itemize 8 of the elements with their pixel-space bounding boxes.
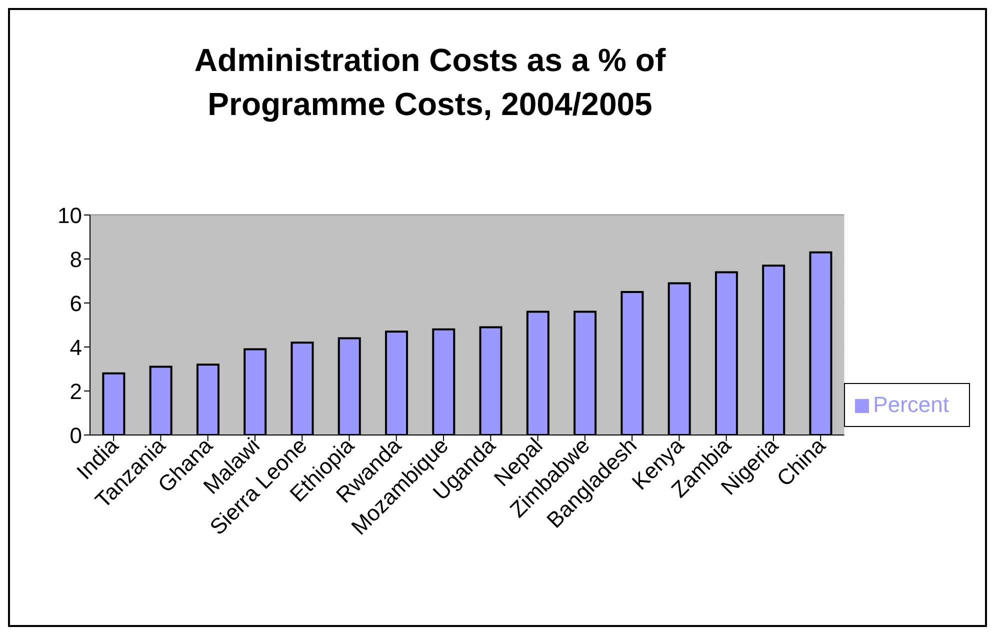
chart-title: Administration Costs as a % of Programme Costs, 2004/2005	[193, 41, 667, 124]
y-tick-label: 2	[70, 378, 82, 404]
legend-label: Percent	[873, 392, 949, 417]
y-tick-label: 0	[70, 422, 82, 448]
y-tick-label: 6	[70, 290, 82, 316]
y-tick-label: 8	[70, 246, 82, 272]
y-tick-label: 10	[58, 202, 82, 228]
y-tick-label: 4	[70, 334, 82, 360]
